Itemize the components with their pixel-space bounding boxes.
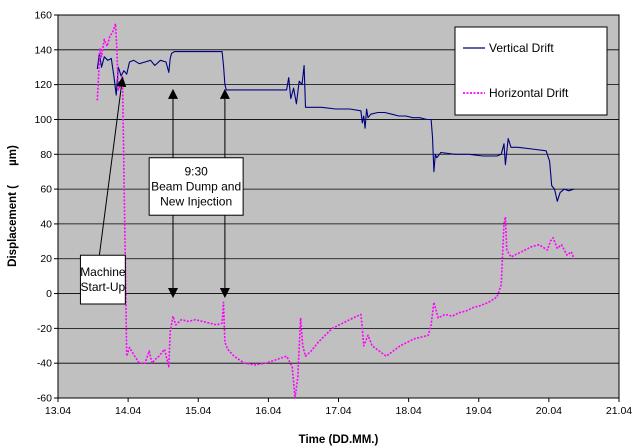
annotation-text: New Injection bbox=[160, 194, 232, 208]
annotation-arrow bbox=[98, 76, 127, 256]
annotation-box-beam-dump bbox=[148, 157, 244, 216]
y-tick-label: 100 bbox=[34, 114, 52, 126]
annotation-text: Start-Up bbox=[81, 280, 126, 294]
x-tick-label: 20.04 bbox=[536, 405, 562, 417]
y-tick-label: -40 bbox=[37, 358, 52, 370]
x-tick-label: 16.04 bbox=[255, 405, 281, 417]
legend-box bbox=[454, 26, 608, 116]
y-tick-label: 160 bbox=[34, 10, 52, 22]
y-tick-label: 0 bbox=[46, 288, 52, 300]
y-tick-label: -60 bbox=[37, 393, 52, 405]
y-tick-label: 140 bbox=[34, 44, 52, 56]
x-tick-label: 15.04 bbox=[185, 405, 211, 417]
y-tick-label: 20 bbox=[40, 253, 52, 265]
series-line-horizontal-drift bbox=[96, 22, 575, 398]
legend-label: Horizontal Drift bbox=[489, 86, 569, 100]
y-axis-label: Displacement ( µm) bbox=[7, 145, 19, 267]
x-axis-label: Time (DD.MM.) bbox=[299, 434, 379, 446]
series-line-vertical-drift bbox=[96, 51, 575, 202]
y-tick-label: 120 bbox=[34, 79, 52, 91]
y-tick-label: 80 bbox=[40, 149, 52, 161]
y-tick-label: -20 bbox=[37, 323, 52, 335]
annotation-text: 9:30 bbox=[184, 164, 208, 178]
annotation-text: Machine bbox=[80, 265, 126, 279]
annotation-box-machine-start-up bbox=[79, 254, 126, 305]
x-tick-label: 13.04 bbox=[45, 405, 71, 417]
y-tick-label: 60 bbox=[40, 184, 52, 196]
y-tick-label: 40 bbox=[40, 218, 52, 230]
x-tick-label: 14.04 bbox=[115, 405, 141, 417]
x-tick-label: 21.04 bbox=[606, 405, 632, 417]
legend-label: Vertical Drift bbox=[489, 41, 554, 55]
x-tick-label: 19.04 bbox=[466, 405, 492, 417]
x-tick-label: 18.04 bbox=[395, 405, 421, 417]
x-tick-label: 17.04 bbox=[325, 405, 351, 417]
annotation-text: Beam Dump and bbox=[151, 179, 241, 193]
